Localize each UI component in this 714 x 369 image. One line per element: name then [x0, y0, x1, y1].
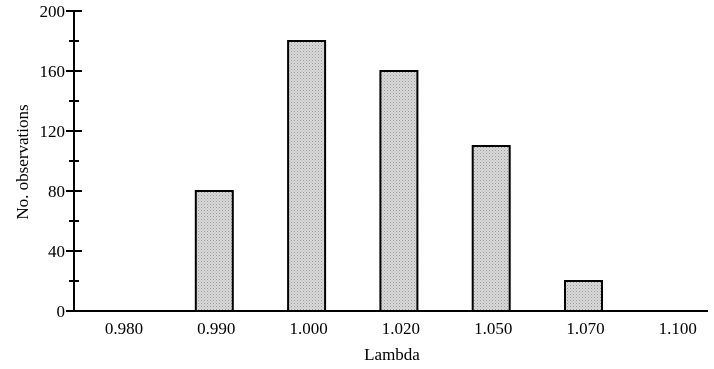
x-tick-label: 1.020: [382, 319, 420, 338]
y-tick-label: 200: [40, 2, 66, 21]
y-tick-label: 160: [40, 62, 66, 81]
x-axis-title: Lambda: [364, 345, 420, 364]
y-ticks-group: 0 40 80 120 160 200: [40, 2, 82, 321]
x-tick-label: 0.990: [197, 319, 235, 338]
y-tick-label: 40: [48, 242, 65, 261]
y-tick-label: 0: [57, 302, 66, 321]
bar-0.990: [194, 190, 234, 312]
bar-1.070: [564, 280, 603, 312]
y-tick-label: 80: [48, 182, 65, 201]
bars-group: [194, 40, 603, 312]
y-tick-label: 120: [40, 122, 66, 141]
x-tick-label: 0.980: [105, 319, 143, 338]
x-tick-label: 1.050: [474, 319, 512, 338]
x-tick-label: 1.000: [289, 319, 327, 338]
bar-1.050: [471, 145, 511, 312]
bar-1.000: [287, 40, 327, 312]
x-tick-label: 1.100: [659, 319, 697, 338]
y-axis-title: No. observations: [13, 104, 32, 219]
bar-1.020: [379, 70, 419, 312]
x-tick-label: 1.070: [566, 319, 604, 338]
x-tick-labels-group: 0.980 0.990 1.000 1.020 1.050 1.070 1.100: [105, 319, 697, 338]
